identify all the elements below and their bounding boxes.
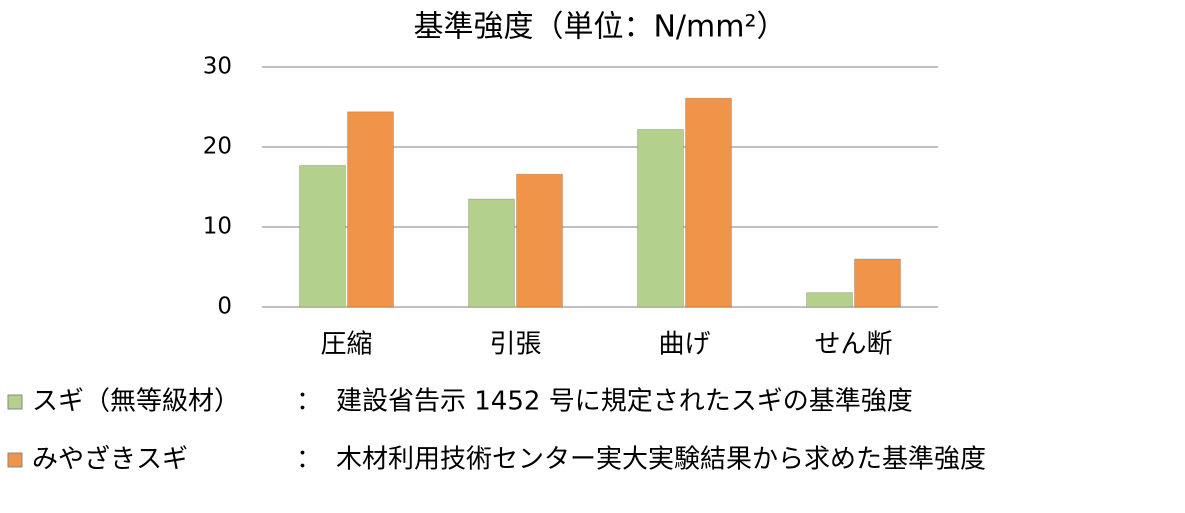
x-tick-label: せん断 [814, 330, 892, 360]
bar [347, 111, 394, 308]
bar [299, 164, 346, 308]
x-tick-label: 曲げ [658, 330, 710, 360]
bar [637, 128, 684, 308]
y-tick-label: 10 [203, 214, 232, 240]
legend-swatch [7, 394, 23, 410]
chart-title: 基準強度（単位：N/mm²） [413, 10, 786, 45]
legend-label: スギ（無等級材） [32, 387, 240, 417]
x-tick-label: 圧縮 [320, 330, 372, 360]
legend-note: 建設省告示 1452 号に規定されたスギの基準強度 [336, 387, 913, 417]
x-tick-label: 引張 [489, 330, 541, 360]
y-tick-label: 0 [217, 294, 232, 320]
bar [468, 198, 515, 308]
bar [685, 97, 732, 308]
legend-separator: ： [296, 387, 322, 417]
bar [806, 292, 853, 308]
y-tick-label: 30 [203, 54, 232, 80]
legend-note: 木材利用技術センター実大実験結果から求めた基準強度 [336, 445, 986, 475]
legend-separator: ： [296, 445, 322, 475]
legend-label: みやざきスギ [32, 445, 188, 475]
bar [516, 173, 563, 308]
bar [854, 258, 901, 308]
y-tick-label: 20 [203, 134, 232, 160]
legend-swatch [7, 452, 23, 468]
